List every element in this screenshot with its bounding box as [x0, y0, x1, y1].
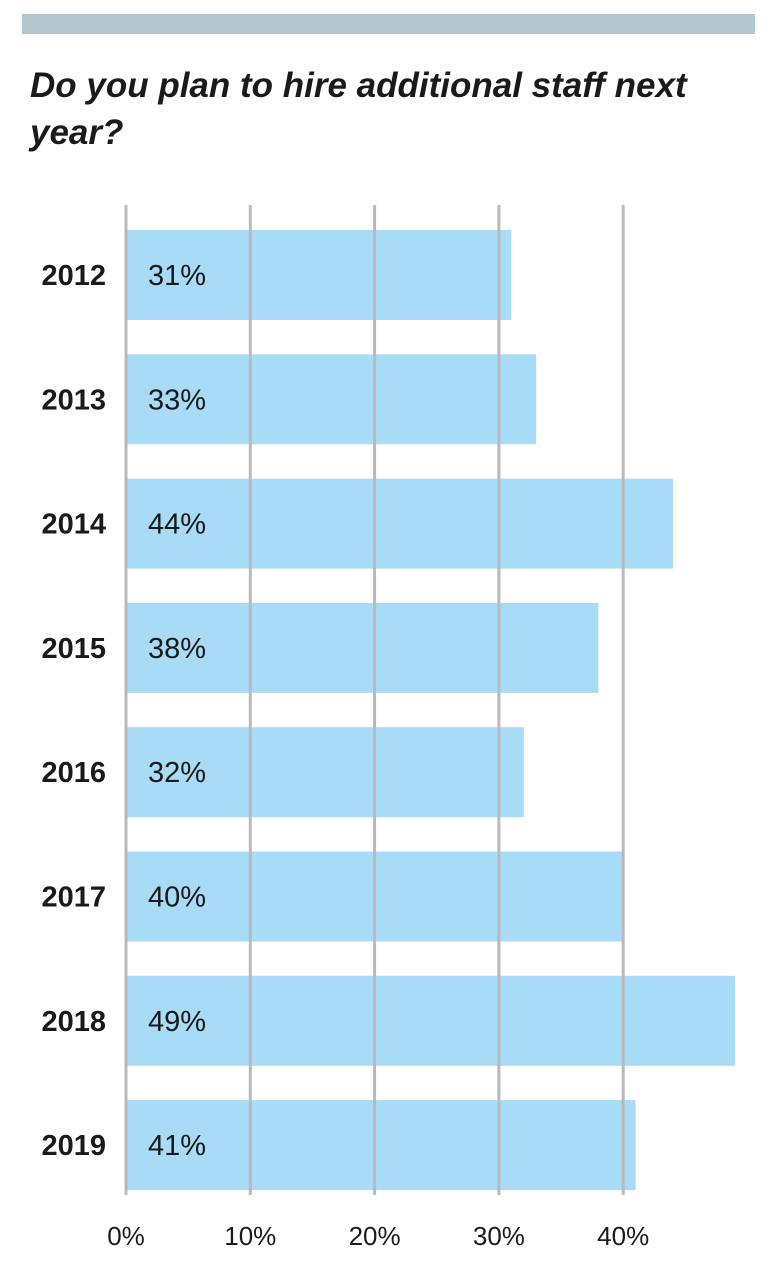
data-label-2012: 31% — [148, 260, 206, 292]
data-label-2015: 38% — [148, 633, 206, 665]
gridlines-group — [124, 205, 625, 1195]
category-label-2019: 2019 — [41, 1130, 106, 1162]
data-label-2019: 41% — [148, 1130, 206, 1162]
header-accent-bar — [22, 14, 755, 34]
category-label-2017: 2017 — [41, 882, 106, 914]
data-label-2016: 32% — [148, 757, 206, 789]
category-label-2012: 2012 — [41, 260, 106, 292]
category-label-2018: 2018 — [41, 1006, 106, 1038]
category-label-2013: 2013 — [41, 384, 106, 416]
x-tick-label-10: 10% — [224, 1221, 276, 1251]
x-tick-label-20: 20% — [349, 1221, 401, 1251]
category-label-2016: 2016 — [41, 757, 106, 789]
data-label-2013: 33% — [148, 384, 206, 416]
bars-group — [126, 230, 736, 1191]
data-label-2017: 40% — [148, 882, 206, 914]
category-label-2015: 2015 — [41, 633, 106, 665]
data-label-2018: 49% — [148, 1006, 206, 1038]
bar-2014 — [126, 478, 673, 569]
chart-title: Do you plan to hire additional staff nex… — [30, 66, 687, 152]
bar-2016 — [126, 727, 524, 818]
x-tick-label-0: 0% — [107, 1221, 145, 1251]
data-label-2014: 44% — [148, 509, 206, 541]
bar-2019 — [126, 1100, 636, 1191]
labels-group: 2012 31% 2013 33% 2014 44% 2015 38% 2016 32% 2017 4… — [41, 260, 649, 1251]
bar-2018 — [126, 975, 736, 1066]
x-tick-label-30: 30% — [473, 1221, 525, 1251]
bar-2012 — [126, 230, 512, 320]
bar-2013 — [126, 354, 537, 445]
x-tick-label-40: 40% — [597, 1221, 649, 1251]
bar-2015 — [126, 602, 599, 693]
category-label-2014: 2014 — [41, 509, 106, 541]
